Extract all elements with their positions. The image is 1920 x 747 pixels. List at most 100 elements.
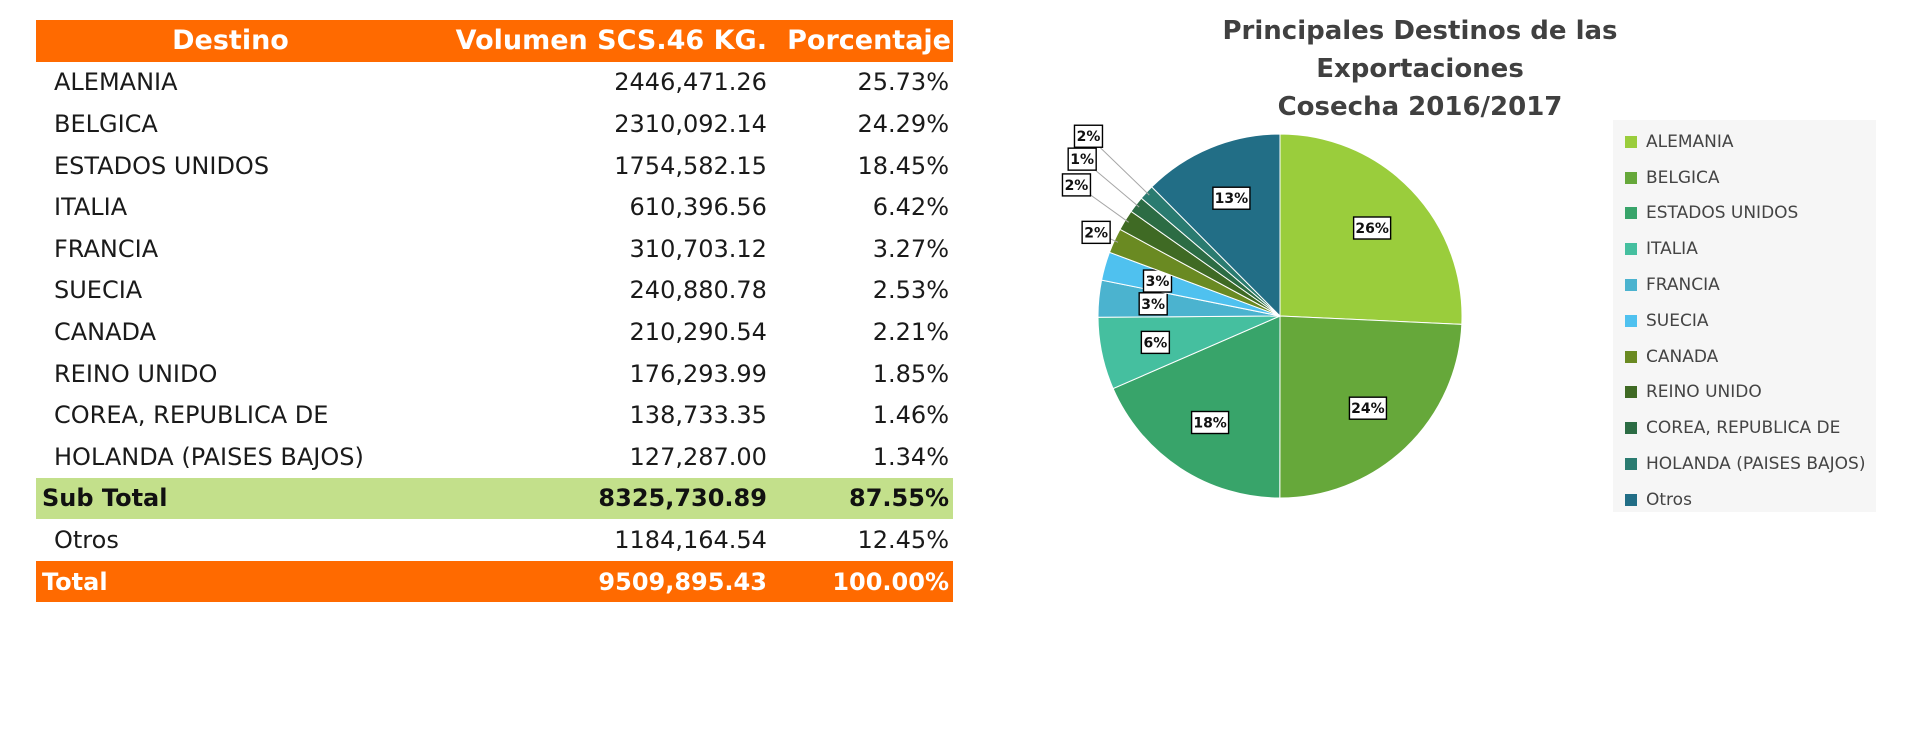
pie-label-box [1190,410,1230,435]
pie-label-text: 24% [1351,401,1385,417]
total-label: Total [36,560,425,603]
pie-label-text: 1% [1070,152,1094,168]
table-row: ALEMANIA 2446,471.26 25.73% [36,62,953,104]
legend-label: HOLANDA (PAISES BAJOS) [1646,454,1866,475]
cell-porcentaje: 3.27% [872,234,949,263]
table-row: ESTADOS UNIDOS 1754,582.15 18.45% [36,145,953,187]
cell-destino: HOLANDA (PAISES BAJOS) [54,442,364,471]
table-row: COREA, REPUBLICA DE 138,733.35 1.46% [36,394,953,436]
header-destino: Destino [36,20,425,62]
pie-data-label: 1% [1067,147,1097,171]
cell-porcentaje: 6.42% [872,193,949,222]
cell-volumen: 176,293.99 [629,359,767,388]
cell-porcentaje: 2.21% [872,317,949,346]
legend-item: ESTADOS UNIDOS [1613,196,1876,232]
table-row: REINO UNIDO 176,293.99 1.85% [36,353,953,395]
legend-label: COREA, REPUBLICA DE [1646,418,1841,439]
pie-label-box [1348,396,1388,420]
legend-label: Otros [1646,489,1692,510]
otros-porcentaje: 12.45% [857,525,949,554]
chart-legend: ALEMANIA BELGICA ESTADOS UNIDOS ITALIA FRANC… [1613,120,1876,512]
pie-label-box [1061,173,1092,197]
pie-data-label: 2% [1081,220,1111,245]
cell-destino: FRANCIA [54,234,159,263]
pie-label-text: 3% [1146,274,1170,290]
pie-slice [1151,133,1281,318]
legend-item: COREA, REPUBLICA DE [1613,410,1876,446]
legend-item: SUECIA [1613,303,1876,339]
pie-label-box [1081,220,1111,245]
pie-label-box [1352,216,1392,240]
legend-item: FRANCIA [1613,267,1876,303]
cell-volumen: 610,396.56 [629,193,767,222]
pie-label-box [1073,124,1104,148]
header-porcentaje: Porcentaje [766,20,953,62]
chart-title: Principales Destinos de las Exportacione… [1120,12,1720,126]
cell-porcentaje: 1.34% [872,442,949,471]
legend-swatch [1625,243,1637,256]
table-row: HOLANDA (PAISES BAJOS) 127,287.00 1.34% [36,436,953,478]
cell-destino: ESTADOS UNIDOS [54,151,270,180]
pie-chart: 26% 24% 18% 6% 3% 3% 2% 2% 1% 2% 13% [1061,124,1463,499]
cell-destino: SUECIA [54,276,143,305]
legend-swatch [1625,171,1637,184]
legend-label: FRANCIA [1646,275,1720,296]
legend-item: Otros [1613,482,1876,518]
header-volumen: Volumen SCS.46 KG. [424,20,767,62]
subtotal-row: Sub Total 8325,730.89 87.55% [36,477,953,520]
pie-label-text: 6% [1143,335,1167,351]
cell-porcentaje: 1.46% [872,401,949,430]
pie-data-label: 26% [1352,216,1392,240]
legend-swatch [1625,207,1637,220]
otros-row: Otros 1184,164.54 12.45% [36,519,953,561]
otros-volumen: 1184,164.54 [614,525,767,554]
total-volumen: 9509,895.43 [424,560,767,603]
cell-porcentaje: 18.45% [857,151,949,180]
cell-porcentaje: 25.73% [857,68,949,97]
pie-label-box [1138,292,1168,316]
pie-label-text: 26% [1355,221,1389,237]
cell-destino: CANADA [54,317,157,346]
legend-label: ITALIA [1646,239,1698,260]
pie-label-text: 3% [1141,297,1165,313]
legend-label: CANADA [1646,346,1719,367]
pie-data-label: 3% [1142,269,1173,293]
legend-item: REINO UNIDO [1613,375,1876,411]
cell-volumen: 1754,582.15 [614,151,767,180]
pie-label-box [1140,330,1171,355]
chart-title-line: Principales Destinos de las Exportacione… [1222,16,1618,84]
legend-swatch [1625,458,1637,471]
legend-swatch [1625,386,1637,399]
cell-volumen: 2446,471.26 [614,68,767,97]
table-row: FRANCIA 310,703.12 3.27% [36,228,953,270]
legend-label: BELGICA [1646,167,1720,188]
table-row: CANADA 210,290.54 2.21% [36,311,953,353]
legend-label: SUECIA [1646,310,1709,331]
legend-label: ESTADOS UNIDOS [1646,203,1799,224]
cell-volumen: 138,733.35 [629,401,767,430]
pie-data-label: 13% [1212,186,1251,210]
pie-label-box [1212,186,1251,210]
pie-label-text: 2% [1077,129,1101,145]
total-row: Total 9509,895.43 100.00% [36,560,953,603]
legend-item: CANADA [1613,339,1876,375]
legend-swatch [1625,314,1637,327]
export-table: Destino Volumen SCS.46 KG. Porcentaje AL… [36,20,953,603]
pie-label-text: 13% [1215,191,1249,207]
legend-swatch [1625,135,1637,148]
pie-data-label: 2% [1061,173,1092,197]
pie-data-label: 24% [1348,396,1388,420]
subtotal-label: Sub Total [36,477,425,520]
table-row: SUECIA 240,880.78 2.53% [36,270,953,312]
cell-destino: COREA, REPUBLICA DE [54,401,329,430]
legend-swatch [1625,279,1637,292]
cell-destino: ITALIA [54,193,128,222]
legend-item: ALEMANIA [1613,124,1876,160]
pie-data-label: 18% [1190,410,1230,435]
legend-label: ALEMANIA [1646,131,1734,152]
legend-label: REINO UNIDO [1646,382,1762,403]
pie-label-box [1067,147,1097,171]
chart-subtitle-line: Cosecha 2016/2017 [1277,92,1563,122]
pie-label-text: 2% [1084,225,1108,241]
cell-porcentaje: 2.53% [872,276,949,305]
